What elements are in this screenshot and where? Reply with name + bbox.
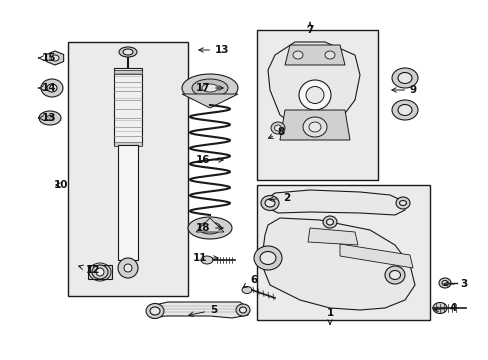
- Polygon shape: [46, 51, 63, 65]
- Bar: [88, 265, 112, 279]
- Ellipse shape: [41, 79, 63, 97]
- Ellipse shape: [308, 122, 320, 132]
- Text: 6: 6: [243, 275, 257, 288]
- Text: 8: 8: [268, 127, 285, 138]
- Bar: [257, 185, 429, 320]
- Ellipse shape: [441, 280, 447, 285]
- Polygon shape: [182, 94, 238, 108]
- Ellipse shape: [397, 104, 411, 116]
- Ellipse shape: [242, 287, 251, 293]
- Ellipse shape: [49, 86, 54, 90]
- Ellipse shape: [264, 255, 271, 261]
- Polygon shape: [307, 228, 357, 245]
- Ellipse shape: [96, 268, 104, 276]
- Ellipse shape: [202, 84, 218, 92]
- Ellipse shape: [146, 303, 163, 319]
- Ellipse shape: [400, 107, 408, 113]
- Bar: [114, 70, 142, 74]
- Text: 18: 18: [195, 223, 223, 233]
- Polygon shape: [285, 45, 345, 65]
- Ellipse shape: [391, 68, 417, 88]
- Text: 17: 17: [195, 83, 223, 93]
- Ellipse shape: [298, 80, 330, 110]
- Ellipse shape: [92, 265, 108, 279]
- Ellipse shape: [123, 49, 133, 55]
- Ellipse shape: [397, 72, 411, 84]
- Ellipse shape: [119, 47, 137, 57]
- Text: 11: 11: [192, 253, 218, 263]
- Ellipse shape: [47, 84, 57, 92]
- Text: 2: 2: [268, 193, 289, 203]
- Text: 16: 16: [195, 155, 223, 165]
- Ellipse shape: [305, 86, 324, 104]
- Bar: [118, 145, 138, 260]
- Ellipse shape: [199, 222, 221, 234]
- Ellipse shape: [432, 302, 446, 314]
- Ellipse shape: [192, 79, 227, 97]
- Ellipse shape: [125, 50, 130, 54]
- Ellipse shape: [325, 51, 334, 59]
- Polygon shape: [339, 244, 412, 268]
- Ellipse shape: [187, 217, 231, 239]
- Ellipse shape: [39, 111, 61, 125]
- Ellipse shape: [399, 201, 406, 206]
- Text: 9: 9: [391, 85, 416, 95]
- Bar: [114, 68, 142, 145]
- Ellipse shape: [264, 199, 274, 207]
- Bar: [114, 142, 142, 146]
- Text: 13: 13: [39, 113, 56, 123]
- Text: 4: 4: [433, 303, 456, 313]
- Polygon shape: [267, 190, 404, 215]
- Text: 3: 3: [443, 279, 467, 289]
- Ellipse shape: [395, 197, 409, 209]
- Text: 13: 13: [199, 45, 229, 55]
- Ellipse shape: [384, 266, 404, 284]
- Ellipse shape: [46, 116, 54, 121]
- Ellipse shape: [326, 219, 333, 225]
- Ellipse shape: [292, 51, 303, 59]
- Ellipse shape: [124, 264, 132, 272]
- Bar: [68, 42, 187, 296]
- Ellipse shape: [261, 195, 279, 211]
- Ellipse shape: [323, 216, 336, 228]
- Ellipse shape: [182, 74, 238, 102]
- Polygon shape: [262, 218, 414, 310]
- Ellipse shape: [253, 246, 282, 270]
- Bar: [257, 30, 377, 180]
- Text: 7: 7: [305, 22, 313, 35]
- Ellipse shape: [303, 117, 326, 137]
- Text: 1: 1: [325, 308, 333, 324]
- Polygon shape: [196, 218, 224, 232]
- Ellipse shape: [270, 122, 285, 134]
- Ellipse shape: [239, 307, 246, 313]
- Text: 15: 15: [39, 53, 56, 63]
- Ellipse shape: [391, 100, 417, 120]
- Polygon shape: [267, 42, 359, 135]
- Text: 14: 14: [39, 83, 56, 93]
- Ellipse shape: [438, 278, 450, 288]
- Ellipse shape: [51, 55, 59, 61]
- Ellipse shape: [118, 258, 138, 278]
- Text: 5: 5: [188, 305, 217, 316]
- Ellipse shape: [150, 307, 160, 315]
- Text: 12: 12: [79, 265, 100, 275]
- Ellipse shape: [389, 270, 400, 279]
- Ellipse shape: [400, 75, 408, 81]
- Polygon shape: [148, 302, 247, 318]
- Ellipse shape: [274, 125, 281, 131]
- Ellipse shape: [260, 252, 275, 265]
- Polygon shape: [280, 110, 349, 140]
- Text: 10: 10: [53, 180, 68, 190]
- Ellipse shape: [236, 304, 249, 316]
- Ellipse shape: [201, 256, 213, 264]
